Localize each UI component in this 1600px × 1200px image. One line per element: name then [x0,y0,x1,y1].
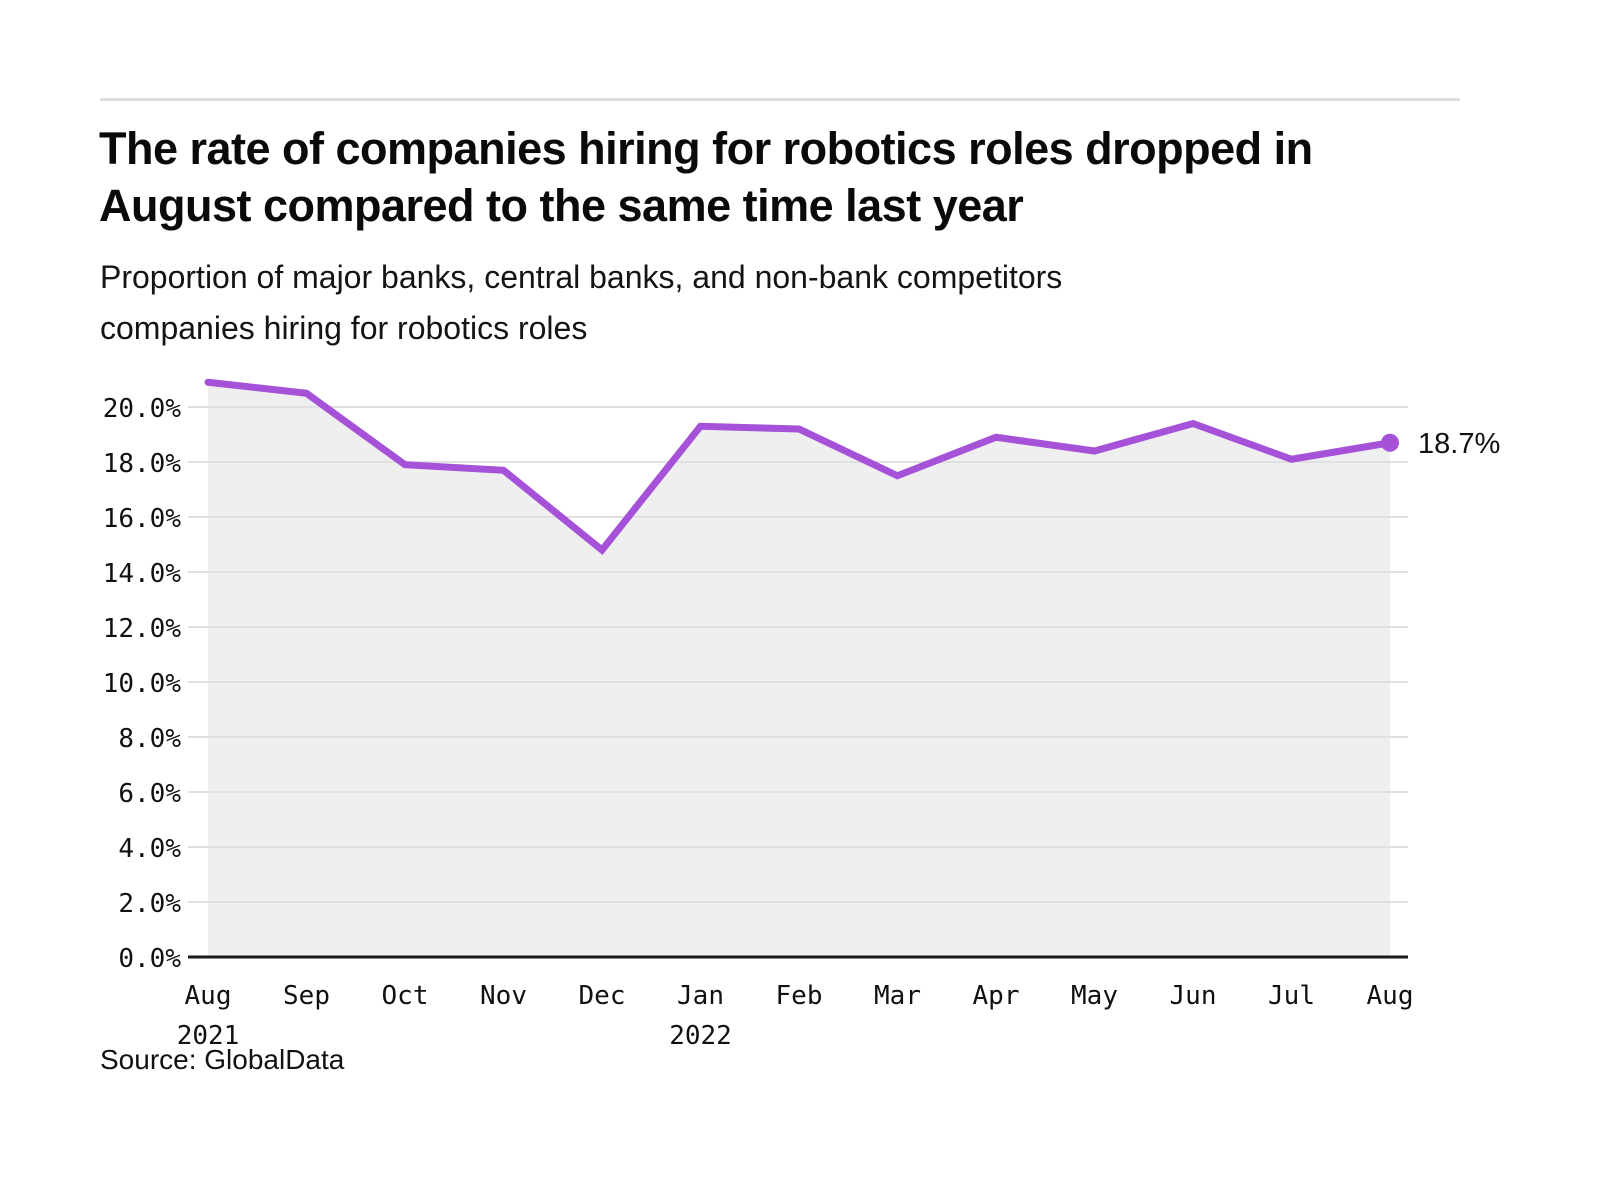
x-tick-label: Jun [1170,981,1217,1011]
y-tick-label: 12.0% [103,614,182,644]
y-tick-label: 2.0% [118,889,181,919]
y-tick-label: 18.0% [103,449,182,479]
chart-title: The rate of companies hiring for robotic… [99,123,1313,231]
trend-line [204,378,1394,555]
y-tick-label: 20.0% [103,394,182,424]
x-tick-year-label: 2021 [177,1021,240,1051]
area-fill [208,382,1390,957]
y-tick-label: 16.0% [103,504,182,534]
y-tick-label: 14.0% [103,559,182,589]
end-value-label: 18.7% [1418,428,1500,460]
x-tick-label: Aug [185,981,232,1011]
x-tick-label: Mar [874,981,921,1011]
x-tick-label: May [1071,981,1118,1011]
x-tick-label: Sep [283,981,330,1011]
y-tick-label: 10.0% [103,669,182,699]
y-tick-label: 6.0% [118,779,181,809]
x-tick-label: Nov [480,981,527,1011]
x-tick-label: Apr [973,981,1020,1011]
chart-subtitle: Proportion of major banks, central banks… [100,259,1063,346]
y-tick-label: 0.0% [118,944,181,974]
x-tick-label: Dec [579,981,626,1011]
y-tick-label: 8.0% [118,724,181,754]
x-tick-label: Feb [776,981,823,1011]
x-tick-label: Aug [1367,981,1414,1011]
x-tick-year-label: 2022 [669,1021,732,1051]
end-point-dot [1381,433,1399,452]
x-tick-label: Jul [1268,981,1315,1011]
y-tick-label: 4.0% [118,834,181,864]
top-divider [100,98,1460,101]
x-tick-label: Oct [382,981,429,1011]
x-tick-label: Jan [677,981,724,1011]
source-note: Source: GlobalData [100,1044,345,1075]
